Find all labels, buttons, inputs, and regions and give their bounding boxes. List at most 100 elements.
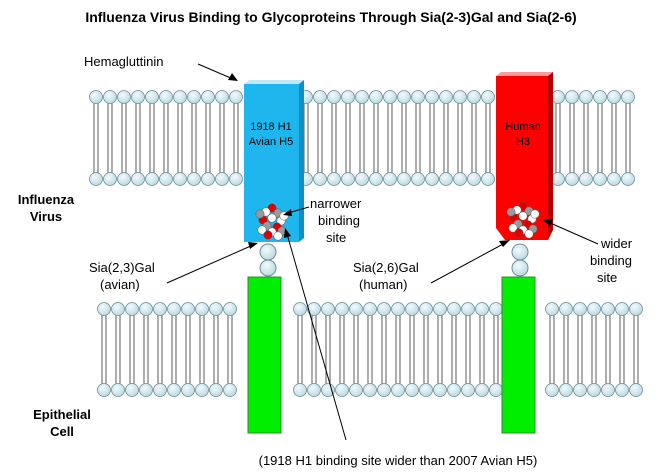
sia26gal-label-line1: Sia(2,6)Gal xyxy=(353,260,419,275)
lipid-head xyxy=(621,90,635,104)
hemagglutinin-arrow xyxy=(197,63,238,81)
lipid-head xyxy=(181,302,195,316)
lipid-head xyxy=(97,383,111,397)
lipid-head xyxy=(117,172,131,186)
lipid-head xyxy=(201,90,215,104)
lipid-head xyxy=(173,172,187,186)
lipid-head xyxy=(125,383,139,397)
sia23gal-label-line1: Sia(2,3)Gal xyxy=(89,260,155,275)
avian-protein-label-line1: 1918 H1 xyxy=(250,121,292,133)
lipid-head xyxy=(593,172,607,186)
lipid-head xyxy=(223,302,237,316)
lipid-head xyxy=(159,172,173,186)
molecule-atom xyxy=(273,231,283,241)
lipid-head xyxy=(103,172,117,186)
lipid-head xyxy=(461,383,475,397)
lipid-head xyxy=(307,383,321,397)
lipid-head xyxy=(475,383,489,397)
lipid-head xyxy=(447,383,461,397)
molecule-atom xyxy=(255,209,265,219)
lipid-head xyxy=(195,302,209,316)
lipid-head xyxy=(139,383,153,397)
wider-binding-site-label-line2: binding xyxy=(590,253,632,268)
lipid-head xyxy=(433,302,447,316)
lipid-head xyxy=(579,90,593,104)
lipid-head xyxy=(461,302,475,316)
lipid-head xyxy=(397,90,411,104)
lipid-head xyxy=(615,383,629,397)
lipid-head xyxy=(159,90,173,104)
molecule-atom xyxy=(514,228,524,238)
lipid-head xyxy=(293,302,307,316)
lipid-head xyxy=(629,302,643,316)
epithelial-cell-label-line2: Cell xyxy=(50,424,74,439)
lipid-head xyxy=(313,172,327,186)
lipid-head xyxy=(89,172,103,186)
lipid-head xyxy=(167,302,181,316)
lipid-head xyxy=(97,302,111,316)
human-hemagglutinin xyxy=(496,72,553,240)
lipid-head xyxy=(411,172,425,186)
lipid-head xyxy=(103,90,117,104)
molecule-atom xyxy=(267,213,277,223)
lipid-head xyxy=(425,172,439,186)
lipid-head xyxy=(489,302,503,316)
footnote-arrow xyxy=(284,228,347,441)
narrower-binding-site-arrow xyxy=(283,206,310,216)
lipid-head xyxy=(355,90,369,104)
lipid-head xyxy=(629,383,643,397)
lipid-head xyxy=(601,383,615,397)
lipid-head xyxy=(349,302,363,316)
lipid-head xyxy=(607,172,621,186)
lipid-head xyxy=(173,90,187,104)
lipid-head xyxy=(117,90,131,104)
virus-membrane xyxy=(89,90,635,186)
lipid-head xyxy=(327,172,341,186)
lipid-head xyxy=(181,383,195,397)
molecule-atom xyxy=(524,229,534,239)
molecule-atom xyxy=(508,223,518,233)
lipid-head xyxy=(489,383,503,397)
narrower-binding-site-label-line3: site xyxy=(326,230,346,245)
lipid-head xyxy=(111,302,125,316)
cell-membrane xyxy=(97,302,643,397)
narrower-binding-site-label-line1: narrower xyxy=(310,196,362,211)
molecule-atom xyxy=(257,225,267,235)
lipid-head xyxy=(369,90,383,104)
lipid-head xyxy=(573,302,587,316)
lipid-head xyxy=(229,90,243,104)
lipid-head xyxy=(391,383,405,397)
human-binding-molecule xyxy=(506,201,540,239)
lipid-head xyxy=(363,383,377,397)
lipid-head xyxy=(131,90,145,104)
lipid-head xyxy=(363,302,377,316)
lipid-head xyxy=(349,383,363,397)
lipid-head xyxy=(293,383,307,397)
lipid-head xyxy=(201,172,215,186)
lipid-head xyxy=(335,302,349,316)
lipid-head xyxy=(545,383,559,397)
sia26gal-label-line2: (human) xyxy=(359,277,407,292)
lipid-head xyxy=(223,383,237,397)
lipid-head xyxy=(369,172,383,186)
lipid-head xyxy=(433,383,447,397)
lipid-head xyxy=(615,302,629,316)
lipid-head xyxy=(313,90,327,104)
lipid-head xyxy=(215,172,229,186)
avian-binding-molecule xyxy=(255,203,289,241)
influenza-virus-label-line2: Virus xyxy=(30,209,62,224)
lipid-head xyxy=(565,172,579,186)
sia23gal-sugar-chain xyxy=(259,243,277,277)
lipid-head xyxy=(587,302,601,316)
lipid-head xyxy=(551,172,565,186)
lipid-head xyxy=(355,172,369,186)
lipid-head xyxy=(383,90,397,104)
lipid-head xyxy=(341,90,355,104)
avian-protein-label-line2: Avian H5 xyxy=(249,136,293,148)
lipid-head xyxy=(419,383,433,397)
wider-binding-site-label-line3: site xyxy=(597,270,617,285)
lipid-head xyxy=(579,172,593,186)
lipid-head xyxy=(405,302,419,316)
lipid-head xyxy=(587,383,601,397)
lipid-head xyxy=(447,302,461,316)
